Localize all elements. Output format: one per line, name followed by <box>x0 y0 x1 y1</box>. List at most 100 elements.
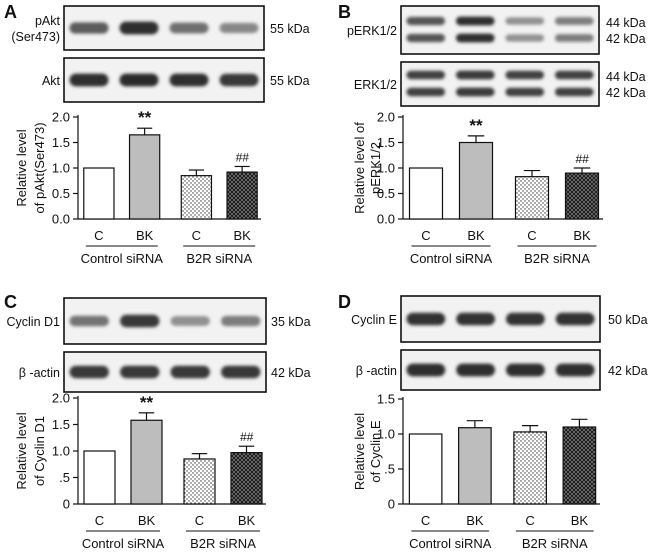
y-tick-label: 1.5 <box>377 392 395 407</box>
western-blot: β -actin 42 kDa <box>19 351 311 393</box>
bar <box>230 451 263 505</box>
blot-band <box>219 73 259 87</box>
blot-label: Akt <box>42 74 61 88</box>
bar <box>83 450 116 505</box>
western-blot: Cyclin E 50 kDa <box>351 295 648 343</box>
y-tick-label: 0 <box>388 497 395 512</box>
x-tick-label: BK <box>136 228 154 243</box>
blot-band <box>554 17 594 25</box>
group-label: Control siRNA <box>410 251 493 266</box>
blot-band <box>505 363 545 377</box>
blot-band <box>505 70 545 80</box>
panel-letter: C <box>4 292 17 312</box>
bar-chart: 0.0 0.5 1.0 1.5 2.0 Relative level of pERK1/2 C… <box>352 110 603 266</box>
blot-band <box>120 365 160 379</box>
x-tick-label: BK <box>573 228 591 243</box>
kda-marker: 50 kDa <box>608 313 648 327</box>
y-tick-label: 0.5 <box>377 186 395 201</box>
x-tick-label: BK <box>238 513 256 528</box>
blot-band <box>221 365 261 379</box>
western-blot: pERK1/2 44 kDa 42 kDa <box>347 5 646 55</box>
western-blot: ERK1/2 44 kDa 42 kDa <box>354 61 646 107</box>
bar <box>408 167 444 220</box>
x-tick-label: BK <box>466 513 484 528</box>
y-tick-label: 1.5 <box>52 135 70 150</box>
group-label: Control siRNA <box>409 536 492 551</box>
blot-label: Cyclin E <box>351 313 397 327</box>
y-tick-label: 0.0 <box>52 212 70 227</box>
blot-label: (Ser473) <box>11 30 60 44</box>
kda-marker: 42 kDa <box>271 366 311 380</box>
kda-marker: 55 kDa <box>270 74 310 88</box>
x-tick-label: C <box>525 513 534 528</box>
y-axis-label: Relative level <box>352 413 367 490</box>
panel-letter: B <box>338 2 351 22</box>
blot-band <box>554 70 594 80</box>
blot-label: ERK1/2 <box>354 78 397 92</box>
bar <box>458 141 494 220</box>
bar <box>183 458 216 505</box>
blot-band <box>69 73 109 87</box>
blot-band <box>406 87 446 97</box>
bar <box>128 134 161 220</box>
blot-band <box>554 34 594 42</box>
bar-chart: 0.0 0.5 1.0 1.5 2.0 Relative level of pAkt(Ser… <box>14 108 261 266</box>
blot-band <box>456 312 496 326</box>
y-axis-label: of Cyclin D1 <box>32 416 47 486</box>
significance-marker: ## <box>240 430 254 444</box>
y-tick-label: .5 <box>384 462 395 477</box>
y-axis-label: Relative level <box>14 129 29 206</box>
blot-band <box>120 314 160 328</box>
y-tick-label: 0 <box>63 497 70 512</box>
western-blot: pAkt (Ser473) 55 kDa <box>11 5 310 51</box>
kda-marker: 42 kDa <box>608 364 648 378</box>
x-tick-label: C <box>192 228 201 243</box>
blot-frame <box>400 61 600 107</box>
bar <box>130 419 163 505</box>
y-tick-label: 1.5 <box>52 417 70 432</box>
x-tick-label: C <box>95 513 104 528</box>
significance-marker: ** <box>140 393 154 412</box>
blot-band <box>455 16 495 26</box>
blot-band <box>505 312 545 326</box>
blot-band <box>221 315 261 327</box>
western-blot: Cyclin D1 35 kDa <box>7 297 311 345</box>
blot-frame <box>400 5 600 55</box>
x-tick-label: BK <box>571 513 589 528</box>
panel-letter: A <box>4 2 17 22</box>
blot-band <box>406 33 446 43</box>
y-tick-label: 1.0 <box>377 161 395 176</box>
kda-marker: 44 kDa <box>606 16 646 30</box>
bar <box>83 167 115 220</box>
x-tick-label: BK <box>467 228 485 243</box>
x-tick-label: C <box>527 228 536 243</box>
blot-band <box>170 365 210 379</box>
kda-marker: 42 kDa <box>606 86 646 100</box>
group-label: B2R siRNA <box>524 251 590 266</box>
blot-band <box>69 315 109 327</box>
bar <box>458 427 492 505</box>
x-tick-label: BK <box>233 228 251 243</box>
western-blot: β -actin 42 kDa <box>356 349 648 391</box>
group-label: B2R siRNA <box>186 251 252 266</box>
blot-band <box>169 73 209 87</box>
blot-band <box>69 22 109 34</box>
y-tick-label: 0.0 <box>377 212 395 227</box>
kda-marker: 35 kDa <box>271 315 311 329</box>
x-tick-label: C <box>94 228 103 243</box>
blot-band <box>219 23 259 33</box>
y-tick-label: .5 <box>59 470 70 485</box>
blot-band <box>455 70 495 80</box>
y-axis-label: Relative level of <box>352 122 367 214</box>
blot-label: pAkt <box>35 14 61 28</box>
blot-band <box>555 312 595 326</box>
blot-band <box>119 73 159 87</box>
y-axis-label: pERK1/2 <box>368 142 383 194</box>
panel-c: C Cyclin D1 35 kDa β -actin 42 kDa 0 .5 1.0 1.5 2… <box>4 292 311 551</box>
bar-chart: 0 .5 1.0 1.5 Relative level of Cyclin E C BK C BK… <box>352 392 600 551</box>
blot-band <box>119 21 159 35</box>
blot-band <box>170 316 210 326</box>
significance-marker: ## <box>235 150 249 164</box>
